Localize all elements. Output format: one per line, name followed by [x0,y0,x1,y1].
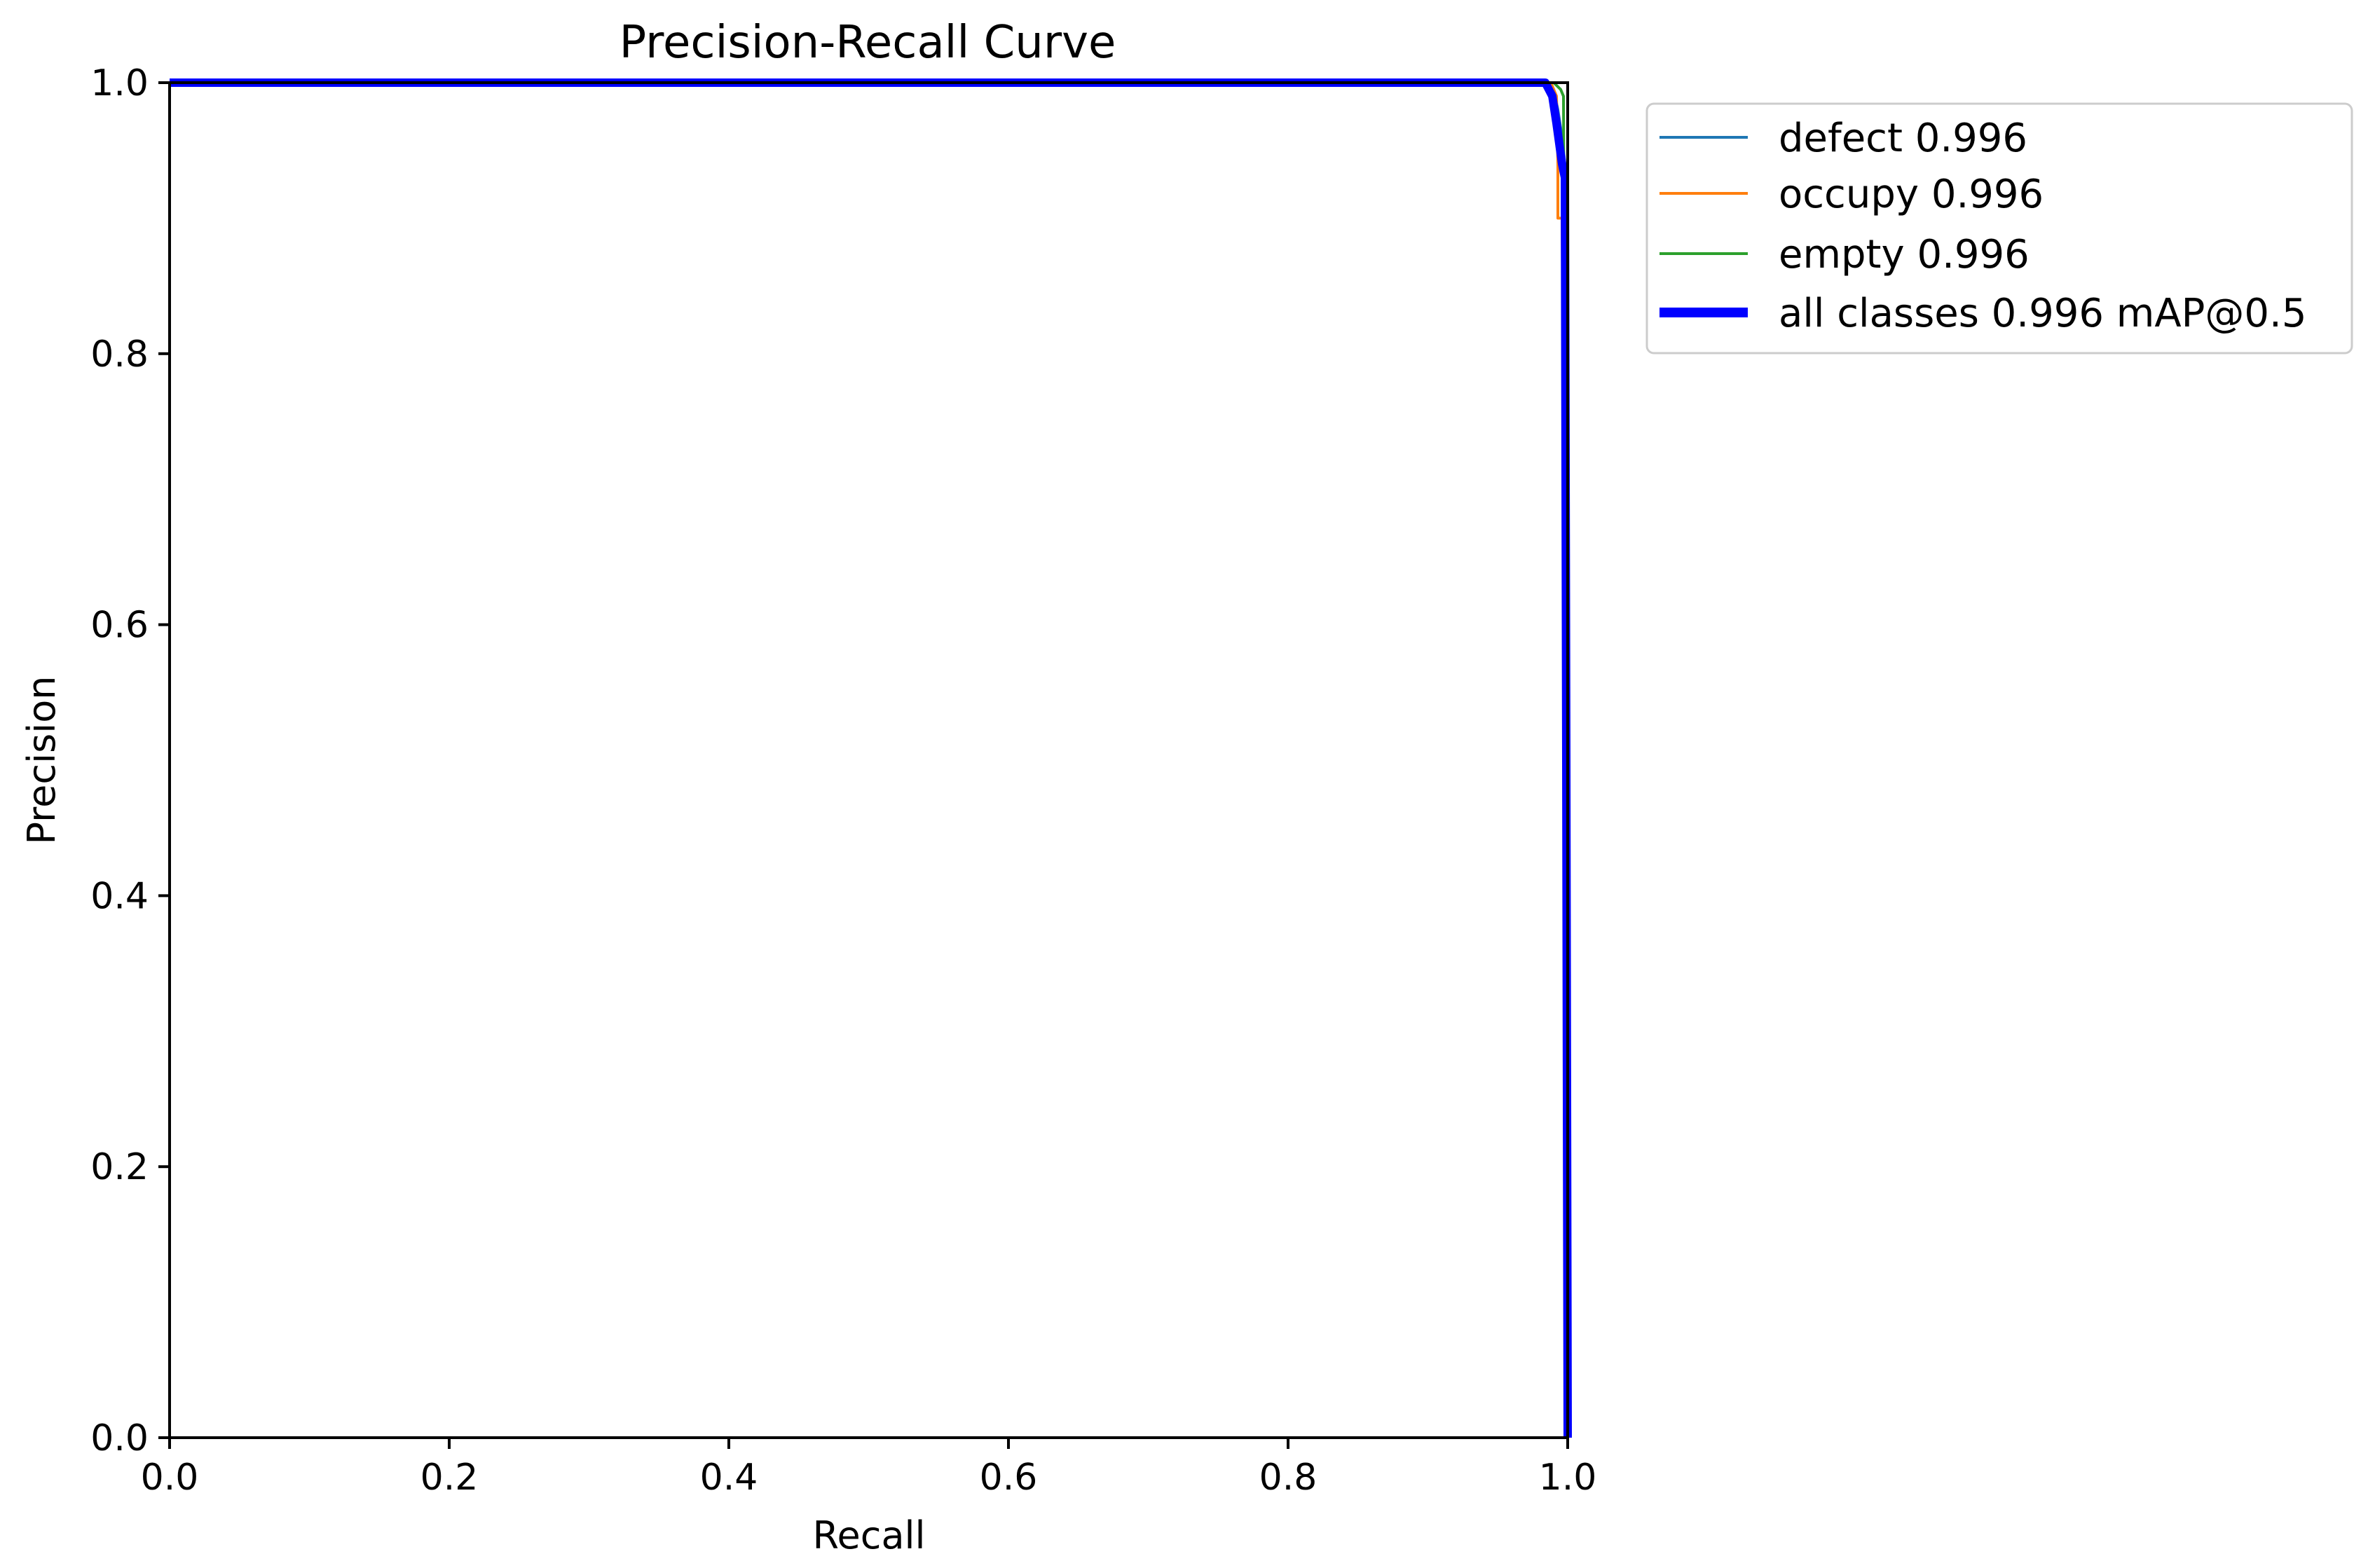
y-axis-label: Precision [20,676,64,845]
legend-label: empty 0.996 [1779,232,2030,277]
x-tick-label: 0.4 [700,1457,758,1499]
legend-frame [1645,102,2353,355]
y-tick-label: 0.8 [90,333,149,376]
x-tick-label: 0.6 [980,1457,1038,1499]
x-tick-label: 0.8 [1259,1457,1318,1499]
y-tick-label: 0.0 [90,1417,149,1459]
x-axis: 0.0 0.2 0.4 0.6 0.8 1.0 [141,1438,1597,1499]
y-tick-label: 0.2 [90,1146,149,1188]
x-tick-label: 0.0 [141,1457,199,1499]
legend-items: defect 0.996 occupy 0.996 empty 0.996 all c… [1659,116,2306,336]
plot-frame [168,81,1569,1439]
y-tick-label: 0.6 [90,605,149,647]
series-line-4 [170,78,1572,1438]
legend-label: defect 0.996 [1779,116,2027,161]
x-tick-label: 1.0 [1539,1457,1597,1499]
legend: defect 0.996 occupy 0.996 empty 0.996 all c… [1645,102,2353,355]
legend-label: all classes 0.996 mAP@0.5 [1779,291,2306,336]
chart-title: Precision-Recall Curve [620,17,1116,69]
x-tick-label: 0.2 [420,1457,479,1499]
y-tick-label: 1.0 [90,62,149,104]
y-tick-label: 0.4 [90,875,149,917]
y-axis: 0.0 0.2 0.4 0.6 0.8 1.0 [90,62,170,1459]
legend-label: occupy 0.996 [1779,172,2044,217]
x-axis-label: Recall [812,1513,925,1557]
